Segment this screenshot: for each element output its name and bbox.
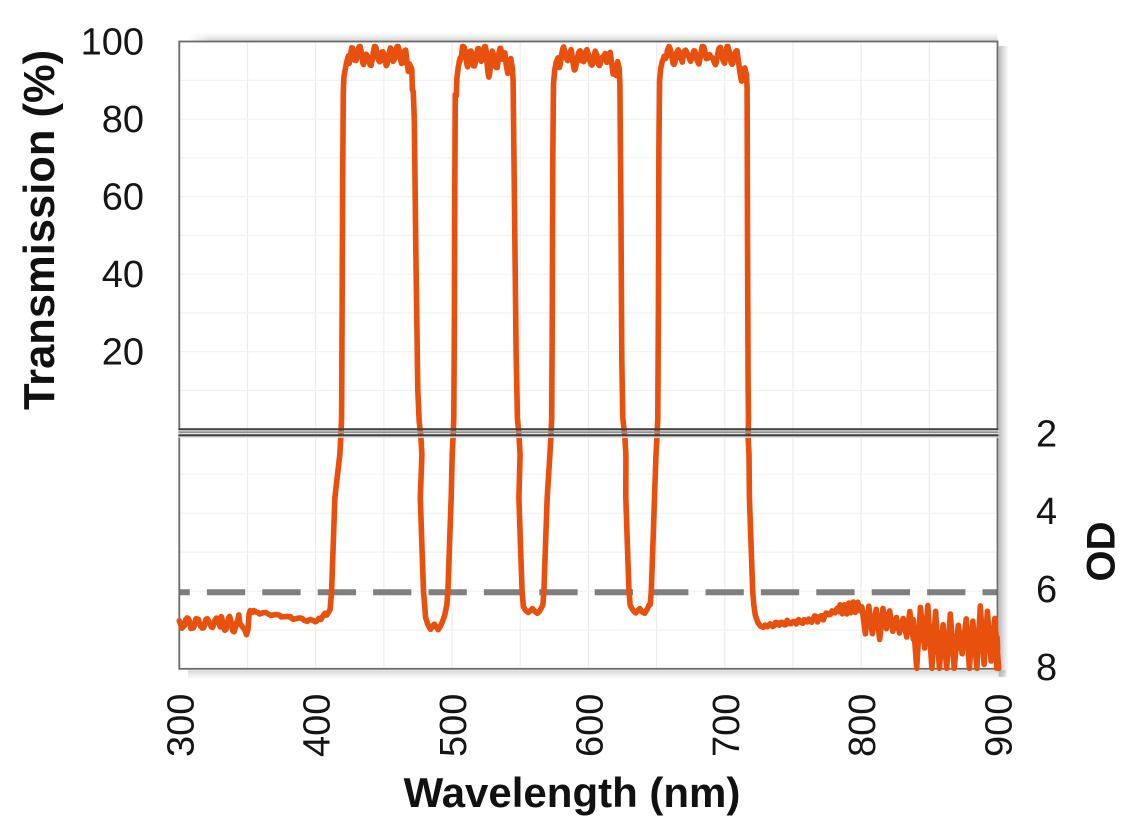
svg-text:40: 40 bbox=[102, 254, 144, 296]
svg-text:80: 80 bbox=[102, 99, 144, 141]
svg-text:OD: OD bbox=[1080, 522, 1124, 582]
svg-text:400: 400 bbox=[297, 694, 339, 757]
svg-text:2: 2 bbox=[1036, 413, 1057, 455]
svg-text:700: 700 bbox=[706, 694, 748, 757]
svg-text:600: 600 bbox=[569, 694, 611, 757]
svg-text:4: 4 bbox=[1036, 491, 1057, 533]
svg-text:6: 6 bbox=[1036, 569, 1057, 611]
svg-text:Wavelength (nm): Wavelength (nm) bbox=[404, 769, 741, 816]
svg-text:300: 300 bbox=[160, 694, 202, 757]
svg-text:900: 900 bbox=[979, 694, 1021, 757]
svg-text:Transmission (%): Transmission (%) bbox=[16, 50, 64, 410]
svg-text:100: 100 bbox=[81, 22, 144, 64]
svg-text:60: 60 bbox=[102, 177, 144, 219]
svg-text:8: 8 bbox=[1036, 647, 1057, 689]
svg-text:20: 20 bbox=[102, 332, 144, 374]
svg-text:500: 500 bbox=[433, 694, 475, 757]
svg-text:800: 800 bbox=[842, 694, 884, 757]
